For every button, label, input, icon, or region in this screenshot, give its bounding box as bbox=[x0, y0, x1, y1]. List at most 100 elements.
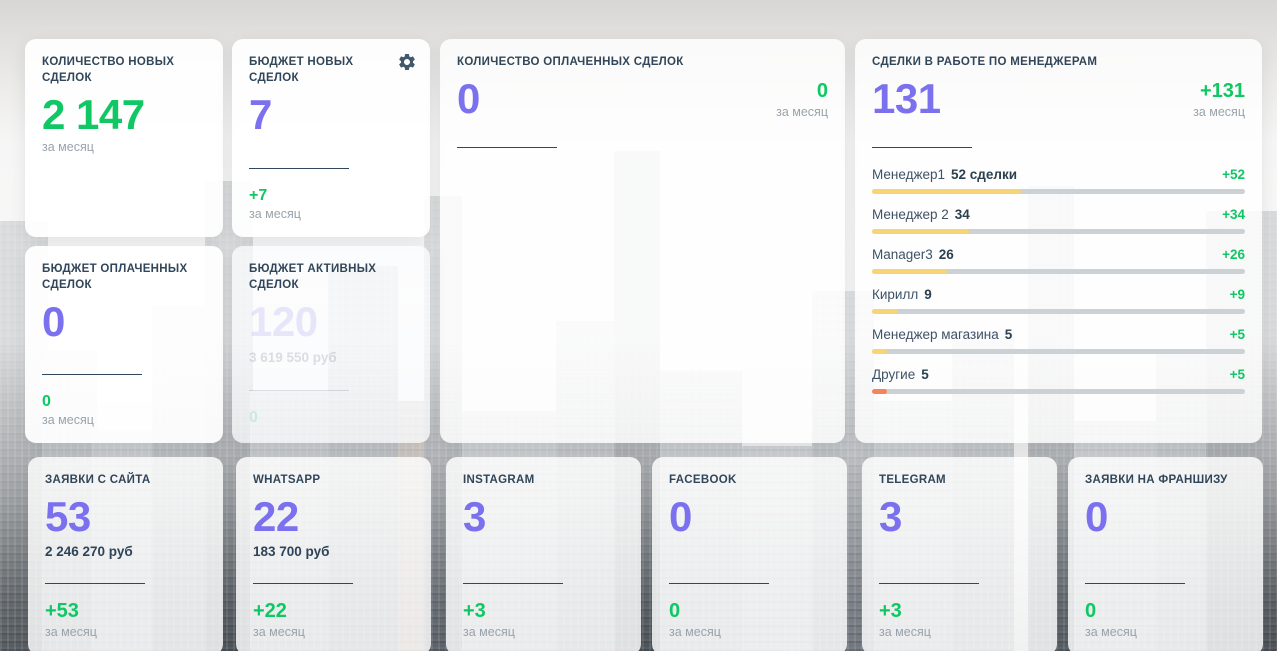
divider bbox=[463, 583, 563, 584]
divider bbox=[42, 374, 142, 375]
manager-change: +34 bbox=[1222, 207, 1245, 223]
card-source-whatsapp[interactable]: WHATSAPP 22 183 700 руб +22 за месяц bbox=[236, 457, 431, 651]
metric-value: 0 bbox=[42, 298, 65, 346]
divider bbox=[669, 583, 769, 584]
card-source-franchise-leads[interactable]: ЗАЯВКИ НА ФРАНШИЗУ 0 0 за месяц bbox=[1068, 457, 1263, 651]
metric-value: 0 bbox=[669, 493, 692, 541]
manager-name: Другие bbox=[872, 367, 916, 383]
card-deals-by-managers[interactable]: СДЕЛКИ В РАБОТЕ ПО МЕНЕДЖЕРАМ 131 +131 з… bbox=[855, 39, 1262, 443]
manager-row: Manager3 26 +26 bbox=[872, 247, 1245, 275]
metric-value: 0 bbox=[457, 75, 480, 123]
metric-period: за месяц bbox=[42, 139, 94, 154]
metric-change: +3 bbox=[879, 600, 902, 622]
metric-period: за месяц bbox=[249, 207, 301, 221]
card-title: БЮДЖЕТ НОВЫХ СДЕЛОК bbox=[249, 56, 354, 85]
metric-change: 0 bbox=[42, 393, 51, 410]
metric-value: 7 bbox=[249, 91, 272, 139]
manager-progress-fill bbox=[872, 389, 887, 395]
manager-progress-track bbox=[872, 389, 1245, 395]
card-title: ЗАЯВКИ НА ФРАНШИЗУ bbox=[1085, 474, 1228, 486]
manager-row: Менеджер магазина 5 +5 bbox=[872, 327, 1245, 355]
manager-value: 9 bbox=[924, 287, 932, 303]
spacer bbox=[1085, 539, 1246, 583]
metric-change: 0 bbox=[816, 80, 828, 103]
divider bbox=[457, 147, 557, 149]
manager-change: +5 bbox=[1229, 327, 1245, 343]
card-source-facebook[interactable]: FACEBOOK 0 0 за месяц bbox=[652, 457, 847, 651]
metric-period: за месяц bbox=[1085, 625, 1137, 639]
manager-progress-track bbox=[872, 229, 1245, 235]
manager-row: Менеджер 2 34 +34 bbox=[872, 207, 1245, 235]
card-title: INSTAGRAM bbox=[463, 474, 535, 486]
gear-icon[interactable] bbox=[397, 52, 417, 72]
metric-change: +22 bbox=[253, 600, 287, 622]
card-title: TELEGRAM bbox=[879, 474, 946, 486]
card-new-deals-budget[interactable]: БЮДЖЕТ НОВЫХ СДЕЛОК 7 +7 за месяц bbox=[232, 39, 430, 237]
spacer bbox=[45, 559, 206, 583]
metric-value: 0 bbox=[1085, 493, 1108, 541]
manager-row: Менеджер1 52 сделки +52 bbox=[872, 167, 1245, 195]
divider bbox=[45, 583, 145, 584]
metric-period: за месяц bbox=[776, 105, 828, 120]
metric-change: 0 bbox=[1085, 600, 1097, 622]
manager-line: Manager3 26 +26 bbox=[872, 247, 1245, 262]
card-active-deals-budget[interactable]: БЮДЖЕТ АКТИВНЫХ СДЕЛОК 120 3 619 550 руб… bbox=[232, 246, 430, 443]
metric-value: 3 bbox=[879, 493, 902, 541]
manager-row: Другие 5 +5 bbox=[872, 367, 1245, 395]
manager-name: Менеджер 2 bbox=[872, 207, 949, 223]
metric-period: за месяц bbox=[879, 625, 931, 639]
manager-value: 26 bbox=[938, 247, 954, 263]
metric-change: +3 bbox=[463, 600, 486, 622]
manager-change: +5 bbox=[1229, 367, 1245, 383]
manager-progress-fill bbox=[872, 269, 947, 275]
card-title: WHATSAPP bbox=[253, 474, 321, 486]
metric-period: за месяц bbox=[669, 625, 721, 639]
manager-line: Менеджер1 52 сделки +52 bbox=[872, 167, 1245, 182]
manager-name: Manager3 bbox=[872, 247, 933, 263]
metric-amount: 183 700 руб bbox=[253, 544, 330, 560]
card-paid-deals-budget[interactable]: БЮДЖЕТ ОПЛАЧЕННЫХ СДЕЛОК 0 0 за месяц bbox=[25, 246, 223, 443]
card-title: СДЕЛКИ В РАБОТЕ ПО МЕНЕДЖЕРАМ bbox=[872, 56, 1098, 68]
manager-progress-track bbox=[872, 189, 1245, 195]
metric-period: за месяц bbox=[253, 625, 305, 639]
card-source-instagram[interactable]: INSTAGRAM 3 +3 за месяц bbox=[446, 457, 641, 651]
card-source-site-leads[interactable]: ЗАЯВКИ С САЙТА 53 2 246 270 руб +53 за месяц bbox=[28, 457, 223, 651]
metric-change: 0 bbox=[669, 600, 681, 622]
manager-progress-track bbox=[872, 269, 1245, 275]
card-new-deals-count[interactable]: КОЛИЧЕСТВО НОВЫХ СДЕЛОК 2 147 за месяц bbox=[25, 39, 223, 237]
faded-card-content: 120 3 619 550 руб 0 bbox=[249, 293, 413, 427]
metric-period: за месяц bbox=[45, 625, 97, 639]
metric-value: 22 bbox=[253, 493, 299, 541]
divider bbox=[253, 583, 353, 584]
manager-progress-fill bbox=[872, 229, 969, 235]
manager-row: Кирилл 9 +9 bbox=[872, 287, 1245, 315]
card-title: БЮДЖЕТ ОПЛАЧЕННЫХ СДЕЛОК bbox=[42, 263, 188, 292]
manager-value: 34 bbox=[954, 207, 970, 223]
manager-progress-fill bbox=[872, 189, 1022, 195]
card-source-telegram[interactable]: TELEGRAM 3 +3 за месяц bbox=[862, 457, 1057, 651]
manager-name: Менеджер1 bbox=[872, 167, 946, 183]
divider bbox=[872, 147, 972, 149]
manager-progress-track bbox=[872, 349, 1245, 355]
spacer bbox=[879, 539, 1040, 583]
manager-progress-fill bbox=[872, 349, 887, 355]
metric-amount: 2 246 270 руб bbox=[45, 544, 133, 560]
card-title: КОЛИЧЕСТВО НОВЫХ СДЕЛОК bbox=[42, 56, 175, 85]
card-title: FACEBOOK bbox=[669, 474, 737, 486]
manager-name: Кирилл bbox=[872, 287, 919, 303]
spacer bbox=[669, 539, 830, 583]
divider bbox=[879, 583, 979, 584]
metric-value: 2 147 bbox=[42, 91, 145, 139]
manager-value: 52 сделки bbox=[951, 167, 1017, 183]
metric-change: +7 bbox=[249, 187, 268, 204]
spacer bbox=[463, 539, 624, 583]
card-title: БЮДЖЕТ АКТИВНЫХ СДЕЛОК bbox=[249, 263, 377, 292]
metric-amount: 3 619 550 руб bbox=[249, 349, 337, 365]
manager-value: 5 bbox=[921, 367, 929, 383]
manager-progress-fill bbox=[872, 309, 899, 315]
manager-value: 5 bbox=[1004, 327, 1013, 343]
manager-name: Менеджер магазина bbox=[872, 327, 999, 343]
manager-change: +9 bbox=[1229, 287, 1245, 303]
card-paid-deals-count[interactable]: КОЛИЧЕСТВО ОПЛАЧЕННЫХ СДЕЛОК 0 0 за меся… bbox=[440, 39, 845, 443]
